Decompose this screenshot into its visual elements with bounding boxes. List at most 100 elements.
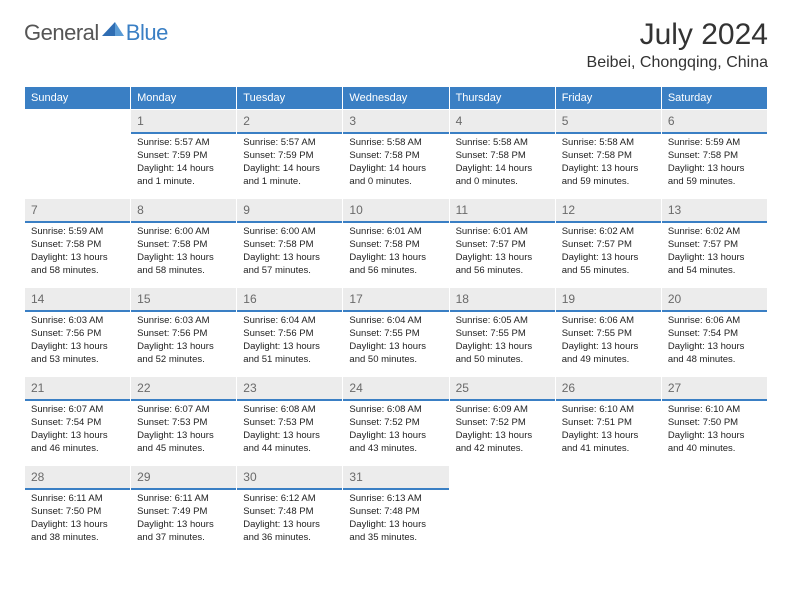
calendar-cell: 7Sunrise: 5:59 AMSunset: 7:58 PMDaylight… [25, 199, 130, 287]
day-number: 3 [343, 110, 448, 134]
day-number: 9 [237, 199, 342, 223]
day-details: Sunrise: 6:07 AMSunset: 7:53 PMDaylight:… [131, 401, 236, 461]
calendar-cell: 14Sunrise: 6:03 AMSunset: 7:56 PMDayligh… [25, 288, 130, 376]
day-details: Sunrise: 6:04 AMSunset: 7:55 PMDaylight:… [343, 312, 448, 372]
calendar-row: 1Sunrise: 5:57 AMSunset: 7:59 PMDaylight… [25, 110, 767, 198]
weekday-header: Wednesday [343, 87, 448, 109]
calendar-cell: 15Sunrise: 6:03 AMSunset: 7:56 PMDayligh… [131, 288, 236, 376]
calendar-cell: 29Sunrise: 6:11 AMSunset: 7:49 PMDayligh… [131, 466, 236, 554]
day-details: Sunrise: 5:58 AMSunset: 7:58 PMDaylight:… [343, 134, 448, 194]
day-number: 31 [343, 466, 448, 490]
day-number: 10 [343, 199, 448, 223]
day-details: Sunrise: 6:07 AMSunset: 7:54 PMDaylight:… [25, 401, 130, 461]
calendar-cell: 3Sunrise: 5:58 AMSunset: 7:58 PMDaylight… [343, 110, 448, 198]
day-number: 4 [450, 110, 555, 134]
calendar-cell: 4Sunrise: 5:58 AMSunset: 7:58 PMDaylight… [450, 110, 555, 198]
weekday-header: Monday [131, 87, 236, 109]
day-number: 6 [662, 110, 767, 134]
day-number: 22 [131, 377, 236, 401]
day-details: Sunrise: 6:00 AMSunset: 7:58 PMDaylight:… [237, 223, 342, 283]
day-number: 17 [343, 288, 448, 312]
logo: General Blue [24, 20, 168, 46]
calendar-cell: 11Sunrise: 6:01 AMSunset: 7:57 PMDayligh… [450, 199, 555, 287]
calendar-cell: 16Sunrise: 6:04 AMSunset: 7:56 PMDayligh… [237, 288, 342, 376]
day-number: 23 [237, 377, 342, 401]
calendar-cell: 2Sunrise: 5:57 AMSunset: 7:59 PMDaylight… [237, 110, 342, 198]
weekday-header: Sunday [25, 87, 130, 109]
day-details: Sunrise: 5:58 AMSunset: 7:58 PMDaylight:… [556, 134, 661, 194]
day-details: Sunrise: 6:01 AMSunset: 7:57 PMDaylight:… [450, 223, 555, 283]
calendar-cell: 28Sunrise: 6:11 AMSunset: 7:50 PMDayligh… [25, 466, 130, 554]
calendar-cell: 19Sunrise: 6:06 AMSunset: 7:55 PMDayligh… [556, 288, 661, 376]
logo-triangle-icon [102, 22, 124, 36]
calendar-cell: 17Sunrise: 6:04 AMSunset: 7:55 PMDayligh… [343, 288, 448, 376]
day-details: Sunrise: 5:58 AMSunset: 7:58 PMDaylight:… [450, 134, 555, 194]
day-details: Sunrise: 6:10 AMSunset: 7:50 PMDaylight:… [662, 401, 767, 461]
day-number: 21 [25, 377, 130, 401]
day-number: 29 [131, 466, 236, 490]
day-number: 18 [450, 288, 555, 312]
page-title: July 2024 [587, 18, 768, 52]
calendar-cell: 5Sunrise: 5:58 AMSunset: 7:58 PMDaylight… [556, 110, 661, 198]
calendar-cell: 12Sunrise: 6:02 AMSunset: 7:57 PMDayligh… [556, 199, 661, 287]
day-number: 2 [237, 110, 342, 134]
day-number: 16 [237, 288, 342, 312]
day-number: 7 [25, 199, 130, 223]
day-details: Sunrise: 6:09 AMSunset: 7:52 PMDaylight:… [450, 401, 555, 461]
calendar-cell [25, 110, 130, 198]
day-details: Sunrise: 6:11 AMSunset: 7:50 PMDaylight:… [25, 490, 130, 550]
day-details: Sunrise: 6:11 AMSunset: 7:49 PMDaylight:… [131, 490, 236, 550]
day-details: Sunrise: 5:59 AMSunset: 7:58 PMDaylight:… [662, 134, 767, 194]
calendar-grid: SundayMondayTuesdayWednesdayThursdayFrid… [24, 86, 768, 555]
calendar-row: 28Sunrise: 6:11 AMSunset: 7:50 PMDayligh… [25, 466, 767, 554]
day-number: 25 [450, 377, 555, 401]
day-details: Sunrise: 6:03 AMSunset: 7:56 PMDaylight:… [131, 312, 236, 372]
day-number: 8 [131, 199, 236, 223]
day-details: Sunrise: 6:08 AMSunset: 7:52 PMDaylight:… [343, 401, 448, 461]
calendar-cell [556, 466, 661, 554]
logo-text-general: General [24, 20, 99, 45]
day-details: Sunrise: 6:08 AMSunset: 7:53 PMDaylight:… [237, 401, 342, 461]
calendar-cell: 24Sunrise: 6:08 AMSunset: 7:52 PMDayligh… [343, 377, 448, 465]
weekday-header: Thursday [450, 87, 555, 109]
day-details: Sunrise: 6:10 AMSunset: 7:51 PMDaylight:… [556, 401, 661, 461]
day-details: Sunrise: 6:03 AMSunset: 7:56 PMDaylight:… [25, 312, 130, 372]
day-number: 28 [25, 466, 130, 490]
calendar-cell: 21Sunrise: 6:07 AMSunset: 7:54 PMDayligh… [25, 377, 130, 465]
weekday-header: Saturday [662, 87, 767, 109]
day-number: 30 [237, 466, 342, 490]
day-number: 26 [556, 377, 661, 401]
day-number: 19 [556, 288, 661, 312]
calendar-row: 21Sunrise: 6:07 AMSunset: 7:54 PMDayligh… [25, 377, 767, 465]
day-number: 11 [450, 199, 555, 223]
day-details: Sunrise: 6:01 AMSunset: 7:58 PMDaylight:… [343, 223, 448, 283]
calendar-cell: 23Sunrise: 6:08 AMSunset: 7:53 PMDayligh… [237, 377, 342, 465]
calendar-cell: 1Sunrise: 5:57 AMSunset: 7:59 PMDaylight… [131, 110, 236, 198]
day-number: 12 [556, 199, 661, 223]
calendar-cell: 6Sunrise: 5:59 AMSunset: 7:58 PMDaylight… [662, 110, 767, 198]
day-number: 13 [662, 199, 767, 223]
calendar-cell: 10Sunrise: 6:01 AMSunset: 7:58 PMDayligh… [343, 199, 448, 287]
day-details: Sunrise: 6:12 AMSunset: 7:48 PMDaylight:… [237, 490, 342, 550]
day-number: 27 [662, 377, 767, 401]
day-number: 15 [131, 288, 236, 312]
location: Beibei, Chongqing, China [587, 54, 768, 72]
day-details: Sunrise: 6:06 AMSunset: 7:54 PMDaylight:… [662, 312, 767, 372]
calendar-cell: 18Sunrise: 6:05 AMSunset: 7:55 PMDayligh… [450, 288, 555, 376]
calendar-cell: 20Sunrise: 6:06 AMSunset: 7:54 PMDayligh… [662, 288, 767, 376]
day-details: Sunrise: 5:57 AMSunset: 7:59 PMDaylight:… [237, 134, 342, 194]
day-number: 5 [556, 110, 661, 134]
calendar-cell: 27Sunrise: 6:10 AMSunset: 7:50 PMDayligh… [662, 377, 767, 465]
logo-text-blue: Blue [126, 20, 168, 45]
day-details: Sunrise: 6:06 AMSunset: 7:55 PMDaylight:… [556, 312, 661, 372]
day-details: Sunrise: 6:05 AMSunset: 7:55 PMDaylight:… [450, 312, 555, 372]
calendar-cell: 31Sunrise: 6:13 AMSunset: 7:48 PMDayligh… [343, 466, 448, 554]
day-number: 14 [25, 288, 130, 312]
calendar-cell: 13Sunrise: 6:02 AMSunset: 7:57 PMDayligh… [662, 199, 767, 287]
calendar-cell: 26Sunrise: 6:10 AMSunset: 7:51 PMDayligh… [556, 377, 661, 465]
day-number: 24 [343, 377, 448, 401]
day-details: Sunrise: 6:00 AMSunset: 7:58 PMDaylight:… [131, 223, 236, 283]
day-number: 20 [662, 288, 767, 312]
calendar-cell: 30Sunrise: 6:12 AMSunset: 7:48 PMDayligh… [237, 466, 342, 554]
day-details: Sunrise: 5:59 AMSunset: 7:58 PMDaylight:… [25, 223, 130, 283]
